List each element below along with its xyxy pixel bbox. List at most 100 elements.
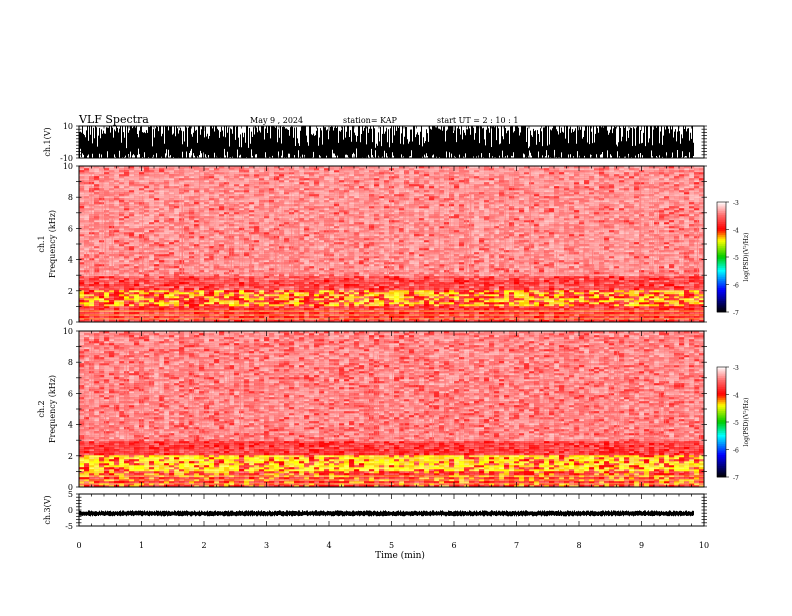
spectrogram-cell [394, 270, 399, 272]
spectrogram-cell [574, 274, 579, 276]
spectrogram-cell [349, 284, 354, 286]
spectrogram-cell [314, 300, 319, 302]
spectrogram-cell [484, 246, 489, 248]
spectrogram-cell [634, 284, 639, 286]
spectrogram-cell [354, 292, 359, 294]
spectrogram-cell [134, 304, 139, 306]
spectrogram-cell [449, 258, 454, 260]
spectrogram-cell [269, 290, 274, 292]
spectrogram-cell [119, 290, 124, 292]
spectrogram-cell [209, 308, 214, 310]
spectrogram-cell [434, 282, 439, 284]
spectrogram-cell [194, 312, 199, 314]
spectrogram-cell [259, 254, 264, 256]
spectrogram-cell [564, 256, 569, 258]
spectrogram-cell [164, 244, 169, 246]
spectrogram-cell [509, 276, 514, 278]
spectrogram-cell [584, 252, 589, 254]
spectrogram-cell [689, 282, 694, 284]
spectrogram-cell [439, 282, 444, 284]
spectrogram-cell [514, 286, 519, 288]
spectrogram-cell [589, 284, 594, 286]
spectrogram-cell [424, 292, 429, 294]
spectrogram-cell [464, 304, 469, 306]
spectrogram-cell [159, 276, 164, 278]
spectrogram-cell [454, 288, 459, 290]
spectrogram-cell [244, 254, 249, 256]
spectrogram-cell [519, 270, 524, 272]
spectrogram-cell [609, 254, 614, 256]
spectrogram-cell [339, 308, 344, 310]
spectrogram-cell [604, 292, 609, 294]
spectrogram-cell [559, 286, 564, 288]
y-tick-label: 10 [63, 122, 73, 131]
spectrogram-cell [259, 276, 264, 278]
spectrogram-cell [564, 306, 569, 308]
spectrogram-cell [209, 288, 214, 290]
spectrogram-cell [334, 306, 339, 308]
spectrogram-cell [589, 278, 594, 280]
spectrogram-cell [594, 262, 599, 264]
spectrogram-cell [204, 284, 209, 286]
spectrogram-cell [574, 312, 579, 314]
spectrogram-cell [174, 296, 179, 298]
spectrogram-cell [99, 290, 104, 292]
spectrogram-cell [104, 292, 109, 294]
spectrogram-cell [629, 300, 634, 302]
spectrogram-cell [284, 316, 289, 318]
spectrogram-cell [214, 244, 219, 246]
spectrogram-cell [204, 278, 209, 280]
spectrogram-cell [259, 306, 264, 308]
spectrogram-cell [544, 286, 549, 288]
spectrogram-cell [454, 300, 459, 302]
spectrogram-cell [404, 248, 409, 250]
spectrogram-cell [89, 284, 94, 286]
spectrogram-cell [114, 256, 119, 258]
spectrogram-cell [469, 248, 474, 250]
spectrogram-cell [114, 262, 119, 264]
spectrogram-cell [384, 268, 389, 270]
spectrogram-cell [229, 276, 234, 278]
spectrogram-cell [509, 268, 514, 270]
spectrogram-cell [204, 308, 209, 310]
spectrogram-cell [119, 252, 124, 254]
spectrogram-cell [209, 290, 214, 292]
spectrogram-cell [614, 290, 619, 292]
spectrogram-cell [209, 276, 214, 278]
spectrogram-cell [514, 300, 519, 302]
spectrogram-cell [334, 270, 339, 272]
spectrogram-cell [139, 276, 144, 278]
spectrogram-cell [609, 278, 614, 280]
spectrogram-cell [354, 294, 359, 296]
spectrogram-cell [394, 306, 399, 308]
spectrogram-cell [524, 268, 529, 270]
spectrogram-cell [509, 290, 514, 292]
spectrogram-cell [589, 316, 594, 318]
spectrogram-cell [164, 278, 169, 280]
spectrogram-cell [619, 312, 624, 314]
spectrogram-cell [629, 280, 634, 282]
spectrogram-cell [309, 306, 314, 308]
spectrogram-cell [674, 292, 679, 294]
spectrogram-cell [694, 274, 699, 276]
spectrogram-cell [569, 290, 574, 292]
spectrogram-cell [409, 288, 414, 290]
spectrogram-cell [609, 296, 614, 298]
spectrogram-cell [394, 294, 399, 296]
spectrogram-cell [579, 284, 584, 286]
spectrogram-cell [459, 280, 464, 282]
spectrogram-cell [589, 272, 594, 274]
spectrogram-cell [599, 266, 604, 268]
spectrogram-cell [664, 292, 669, 294]
spectrogram-cell [109, 294, 114, 296]
spectrogram-cell [169, 264, 174, 266]
spectrogram-cell [669, 250, 674, 252]
spectrogram-cell [619, 256, 624, 258]
spectrogram-cell [649, 264, 654, 266]
spectrogram-cell [414, 290, 419, 292]
spectrogram-cell [514, 272, 519, 274]
spectrogram-cell [149, 268, 154, 270]
spectrogram-cell [154, 268, 159, 270]
spectrogram-cell [429, 308, 434, 310]
spectrogram-cell [239, 278, 244, 280]
